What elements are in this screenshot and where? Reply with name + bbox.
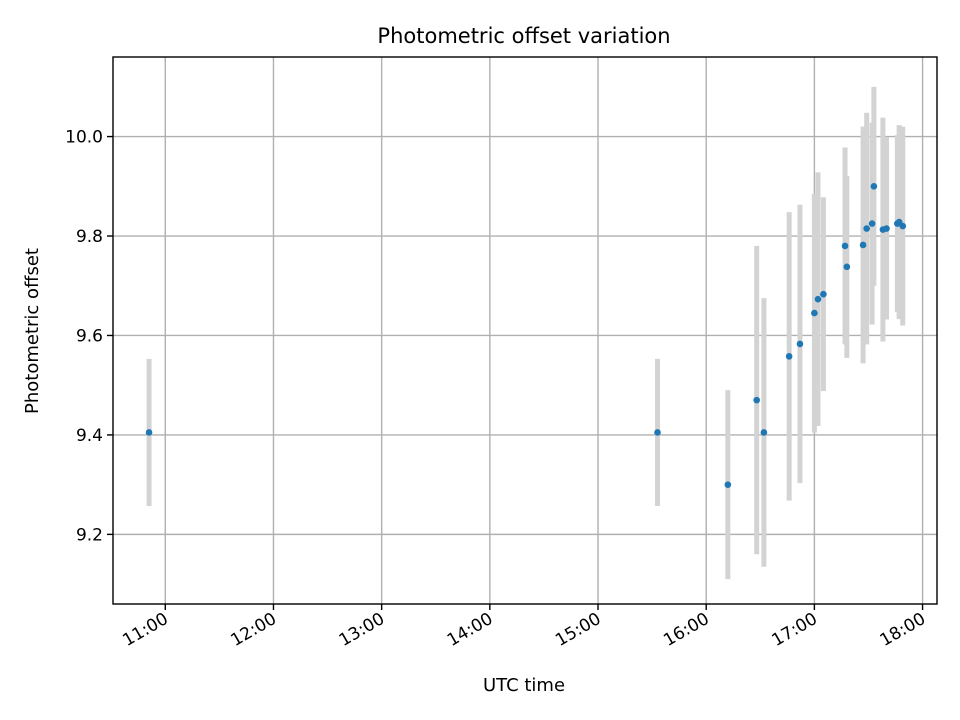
data-point: [760, 429, 768, 436]
data-point: [753, 396, 760, 404]
data-point: [883, 225, 890, 232]
y-tick-label: 10.0: [65, 128, 103, 148]
data-points: [145, 182, 907, 488]
data-point: [145, 429, 153, 436]
data-point: [654, 429, 661, 436]
data-point: [785, 353, 793, 360]
x-axis-ticks: 11:00 12:00 13:00 14:00 15:00 16:00 17:00 18:00: [119, 604, 929, 651]
x-tick-label: 18:00: [877, 609, 929, 651]
y-axis-label: Photometric offset: [22, 248, 43, 414]
x-tick-label: 14:00: [444, 609, 496, 651]
data-point: [863, 225, 870, 232]
x-tick-label: 12:00: [228, 609, 280, 651]
data-point: [796, 340, 804, 348]
data-point: [870, 182, 878, 190]
data-point: [724, 481, 732, 488]
data-point: [820, 290, 827, 298]
data-point: [843, 263, 851, 271]
plot-frame: [112, 56, 938, 605]
chart-title: Photometric offset variation: [377, 24, 670, 48]
x-tick-label: 17:00: [768, 609, 820, 651]
data-point: [811, 309, 818, 317]
data-point: [859, 241, 867, 249]
error-bars: [146, 86, 906, 580]
x-axis-label: UTC time: [483, 675, 565, 696]
x-tick-label: 15:00: [552, 609, 604, 651]
x-tick-label: 16:00: [660, 609, 712, 651]
data-point: [899, 222, 907, 230]
y-tick-label: 9.2: [76, 525, 103, 545]
data-point: [868, 220, 876, 227]
x-tick-label: 11:00: [119, 609, 171, 651]
data-point: [841, 242, 849, 250]
y-tick-label: 9.8: [76, 227, 103, 247]
y-tick-label: 9.4: [76, 426, 103, 446]
x-tick-label: 13:00: [336, 609, 388, 651]
data-point: [814, 295, 822, 303]
y-tick-label: 9.6: [76, 326, 103, 346]
y-axis-ticks: 9.2 9.4 9.6 9.8 10.0: [65, 128, 113, 545]
